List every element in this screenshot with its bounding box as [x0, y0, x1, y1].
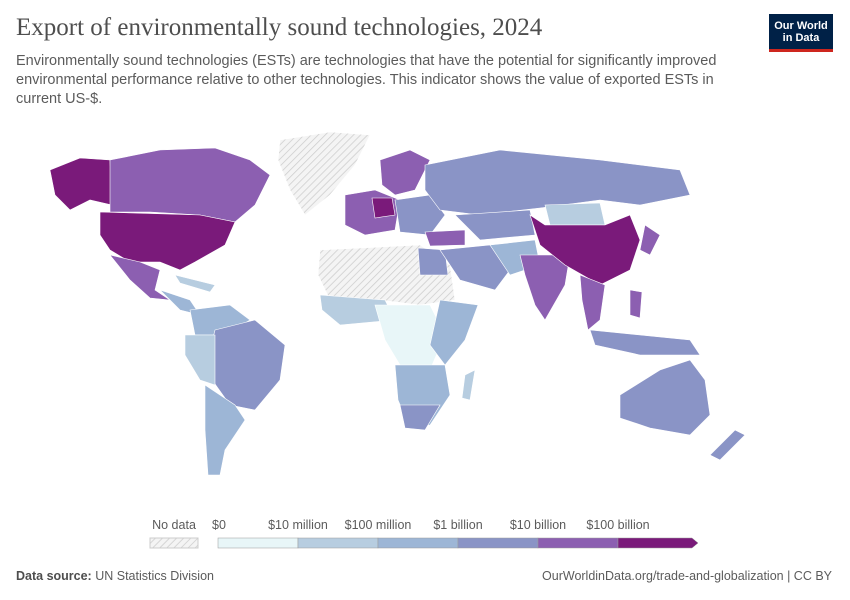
usa	[99, 211, 236, 271]
legend-bin[interactable]	[457, 537, 539, 549]
legend-bin[interactable]	[377, 537, 459, 549]
legend-label: $0	[212, 518, 226, 532]
south-africa	[399, 404, 441, 431]
germany	[371, 197, 396, 219]
india	[519, 254, 571, 321]
scandinavia	[379, 149, 431, 196]
mongolia	[544, 202, 606, 226]
subtitle: Environmentally sound technologies (ESTs…	[16, 53, 717, 107]
argentina-chile	[204, 384, 246, 476]
greenland	[277, 131, 371, 216]
madagascar	[461, 369, 476, 401]
footer-url[interactable]: OurWorldinData.org/trade-and-globalizati…	[542, 569, 832, 583]
southeast-asia	[579, 274, 606, 331]
legend-no-data-swatch[interactable]	[149, 537, 199, 549]
footer-source: Data source: UN Statistics Division	[16, 569, 214, 583]
russia	[424, 149, 691, 216]
legend-label: No data	[152, 518, 196, 532]
west-africa	[319, 294, 396, 326]
legend-label: $10 billion	[510, 518, 566, 532]
title: Export of environmentally sound technolo…	[16, 14, 543, 41]
philippines	[629, 289, 643, 319]
australia	[619, 359, 711, 436]
china	[529, 214, 641, 286]
legend-bin[interactable]	[537, 537, 619, 549]
europe-east	[394, 194, 446, 236]
legend-bin[interactable]	[297, 537, 379, 549]
legend-label: $100 billion	[586, 518, 649, 532]
logo-line: in Data	[782, 32, 820, 44]
map: No data $0 $10 million $100 million $1 bill…	[49, 131, 746, 549]
legend-label: $1 billion	[433, 518, 482, 532]
indonesia	[589, 329, 701, 356]
source-label: Data source:	[16, 569, 92, 583]
egypt	[417, 247, 449, 276]
peru-bolivia	[184, 334, 216, 386]
kazakhstan	[454, 209, 536, 241]
canada	[109, 147, 271, 223]
logo[interactable]: Our World in Data	[769, 14, 833, 52]
turkey	[424, 229, 466, 247]
logo-line: Our World	[774, 20, 828, 32]
legend-label: $100 million	[345, 518, 412, 532]
source: UN Statistics Division	[95, 569, 214, 583]
middle-east	[439, 244, 511, 291]
japan-korea	[639, 224, 661, 256]
legend: No data $0 $10 million $100 million $1 bill…	[149, 518, 699, 549]
legend-label: $10 million	[268, 518, 328, 532]
mexico	[109, 254, 171, 301]
east-africa	[429, 299, 479, 366]
caribbean	[174, 274, 216, 293]
alaska	[49, 157, 113, 211]
legend-bin[interactable]	[217, 537, 299, 549]
countries	[49, 131, 746, 476]
legend-bin[interactable]	[617, 537, 699, 549]
new-zealand	[709, 429, 746, 461]
